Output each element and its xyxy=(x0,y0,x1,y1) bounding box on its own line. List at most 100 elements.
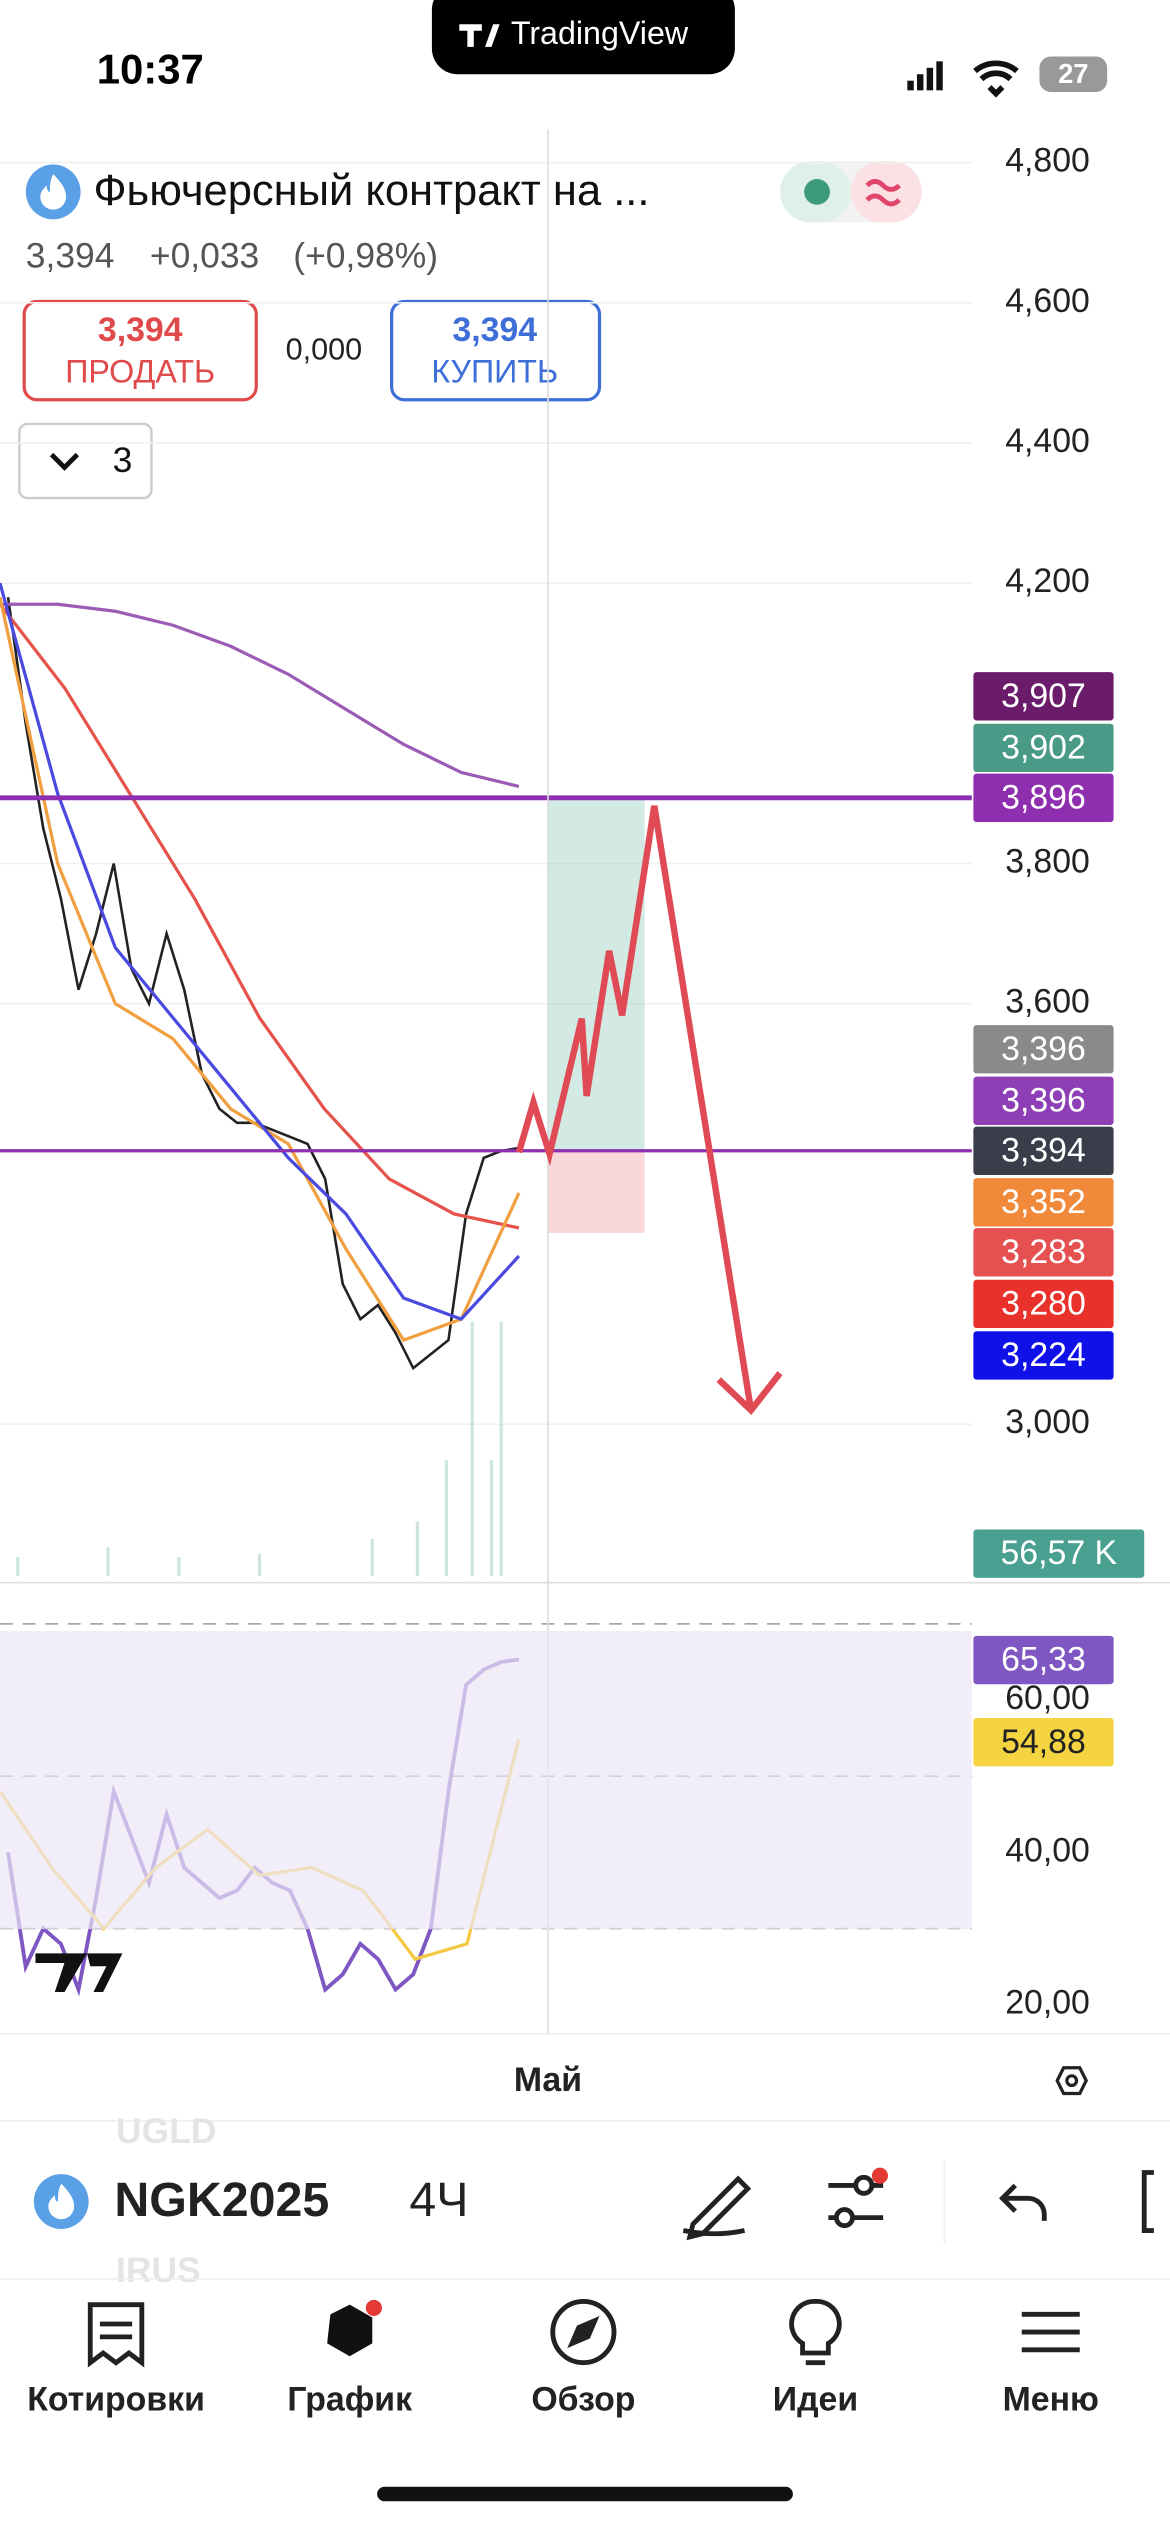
price-badge-label: 3,396 xyxy=(1001,1081,1086,1119)
price-badge xyxy=(973,1718,1114,1767)
wifi-icon xyxy=(973,60,1019,98)
sell-price: 3,394 xyxy=(98,311,183,349)
y-tick-label: 40,00 xyxy=(1005,1831,1090,1869)
change-pct: (+0,98%) xyxy=(293,235,438,275)
price-badge-label: 56,57 K xyxy=(1000,1534,1117,1572)
indicators-count: 3 xyxy=(113,440,133,480)
y-tick-label: 20,00 xyxy=(1005,1984,1090,2022)
price-badge xyxy=(973,1228,1114,1277)
time: 10:37 xyxy=(97,46,204,93)
price-badge xyxy=(973,723,1114,773)
price-badge xyxy=(973,1331,1114,1380)
tab-icon[interactable] xyxy=(327,2304,373,2357)
indicators-icon[interactable] xyxy=(828,2174,884,2229)
title[interactable]: Фьючерсный контракт на ... xyxy=(93,167,649,215)
ghost-symbol: UGLD xyxy=(116,2111,216,2151)
rsi-band xyxy=(0,1631,972,1930)
y-tick-label: 3,600 xyxy=(1005,983,1090,1021)
series-line xyxy=(6,597,520,1371)
tab-icon[interactable] xyxy=(87,2302,145,2368)
series-line xyxy=(0,603,520,1230)
badge-dot xyxy=(871,2167,888,2184)
price-badge xyxy=(973,1178,1114,1227)
chevron xyxy=(49,452,80,471)
last-price: 3,394 xyxy=(26,235,115,275)
y-tick-label: 4,200 xyxy=(1005,562,1090,600)
battery-level: 27 xyxy=(1058,58,1088,89)
price-badge xyxy=(973,1025,1114,1074)
compass-needle xyxy=(567,2315,600,2349)
price-badge-label: 3,283 xyxy=(1001,1233,1086,1271)
stop-zone xyxy=(547,1150,645,1233)
price-badge-label: 3,396 xyxy=(1001,1030,1086,1068)
brand-pill xyxy=(431,0,735,75)
y-tick-label: 4,600 xyxy=(1005,282,1090,320)
more-icon[interactable] xyxy=(1141,2170,1154,2233)
change: +0,033 xyxy=(150,235,259,275)
settings-icon[interactable] xyxy=(1055,2066,1089,2096)
forecast-path xyxy=(515,805,755,1411)
tab-icon[interactable] xyxy=(789,2299,842,2366)
buy-price: 3,394 xyxy=(452,311,537,349)
sell-label: ПРОДАТЬ xyxy=(65,354,215,390)
price-badge-label: 3,280 xyxy=(1001,1284,1086,1322)
price-badge-label: 3,907 xyxy=(1001,677,1086,715)
price-badge xyxy=(973,1279,1114,1329)
tab-labels: Котировки График Обзор Идеи Меню xyxy=(27,2380,1099,2418)
tab-icon[interactable] xyxy=(550,2299,617,2366)
home-indicator xyxy=(377,2486,793,2502)
series-line xyxy=(0,602,520,789)
y-tick-label: 3,800 xyxy=(1005,842,1090,880)
flame xyxy=(40,174,67,210)
battery xyxy=(1039,56,1108,92)
tab-label: Меню xyxy=(1003,2380,1099,2418)
tab-label: График xyxy=(287,2380,412,2418)
tab-label: Котировки xyxy=(27,2380,205,2418)
spread: 0,000 xyxy=(286,333,363,367)
price-badge xyxy=(973,672,1114,721)
tab-label: Идеи xyxy=(773,2380,858,2418)
interval[interactable]: 4Ч xyxy=(409,2173,468,2227)
series-line xyxy=(0,596,521,1343)
ghost-symbol: IRUS xyxy=(116,2250,201,2290)
watermark xyxy=(35,1953,123,1993)
flame xyxy=(48,2183,75,2220)
buy-label: КУПИТЬ xyxy=(431,354,558,390)
price-badge-label: 3,394 xyxy=(1001,1131,1086,1169)
price-badge-label: 3,224 xyxy=(1001,1336,1086,1374)
tab-label: Обзор xyxy=(531,2380,635,2418)
tab-icon[interactable] xyxy=(1021,2311,1080,2353)
price-badge-label: 3,902 xyxy=(1001,728,1086,766)
signal-icon xyxy=(907,61,943,91)
y-tick-label: 60,00 xyxy=(1005,1679,1090,1717)
price-badge xyxy=(973,1635,1114,1685)
wave-icon xyxy=(865,179,901,207)
time-label: Май xyxy=(514,2061,582,2099)
y-tick-label: 4,800 xyxy=(1005,142,1090,180)
brand-logo xyxy=(459,24,500,47)
price-badge xyxy=(973,1126,1114,1175)
sell-button[interactable] xyxy=(22,299,258,402)
symbol[interactable]: NGK2025 xyxy=(114,2173,329,2227)
undo-icon[interactable] xyxy=(998,2183,1047,2221)
forecast-arrow xyxy=(716,1371,783,1416)
price-badge-label: 3,896 xyxy=(1001,778,1086,816)
volume xyxy=(16,1321,503,1577)
brand: TradingView xyxy=(511,15,689,51)
badge-dot xyxy=(365,2299,382,2316)
series-line xyxy=(0,582,521,1321)
price-badge-label: 54,88 xyxy=(1001,1723,1086,1761)
y-tick-label: 3,000 xyxy=(1005,1403,1090,1441)
price-badge-label: 65,33 xyxy=(1001,1641,1086,1679)
price-badge-label: 3,352 xyxy=(1001,1183,1086,1221)
draw-icon[interactable] xyxy=(682,2175,752,2241)
toggle-right xyxy=(850,161,922,223)
price-badge xyxy=(973,1076,1114,1125)
y-tick-label: 4,400 xyxy=(1005,422,1090,460)
price-badge xyxy=(973,773,1114,823)
price-badge xyxy=(973,1529,1145,1578)
badges: 3,907 3,902 3,896 3,396 3,396 3,394 3,352 3,283… xyxy=(973,672,1145,1767)
status-dot xyxy=(804,178,830,205)
